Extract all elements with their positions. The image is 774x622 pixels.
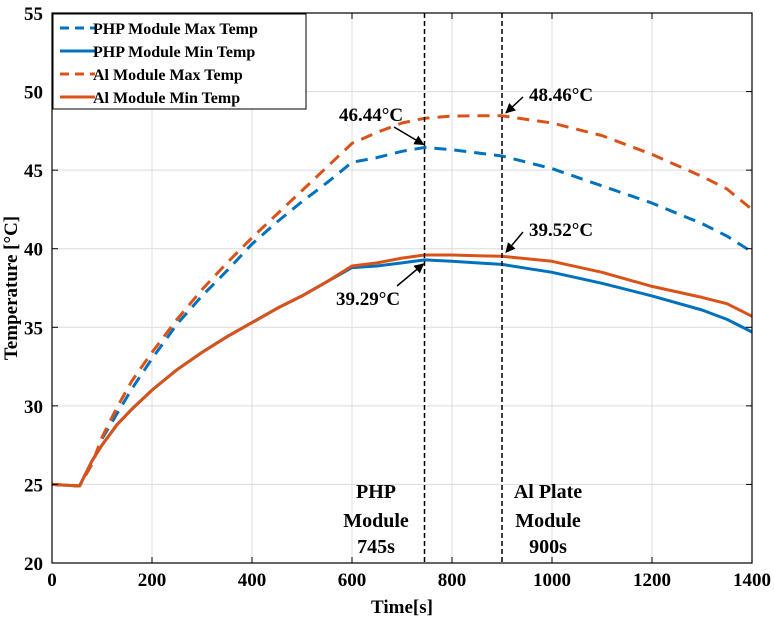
- vertical-marker-label: Module: [343, 510, 409, 532]
- series-line-2: [51, 114, 753, 488]
- x-tick-label: 1200: [633, 570, 671, 591]
- grid: [52, 13, 752, 563]
- x-axis-label: Time[s]: [371, 597, 433, 618]
- legend-box: [52, 13, 307, 110]
- y-tick-label: 55: [24, 4, 43, 25]
- series-line-0: [51, 146, 753, 488]
- x-tick-label: 400: [238, 570, 267, 591]
- legend-entry: Al Module Max Temp: [93, 67, 243, 84]
- y-tick-labels: 20 25 30 35 40 45 50 55: [24, 4, 752, 575]
- x-tick-label: 1000: [533, 570, 571, 591]
- vertical-marker-labels: PHP Module 745s Al Plate Module 900s: [343, 481, 582, 558]
- x-tick-label: 200: [138, 570, 167, 591]
- annotation-arrow: [505, 96, 524, 114]
- vertical-marker-label: 745s: [357, 536, 395, 558]
- y-tick-label: 50: [24, 83, 43, 104]
- x-tick-label: 800: [438, 570, 467, 591]
- y-tick-label: 35: [24, 318, 43, 339]
- y-tick-label: 20: [24, 554, 43, 575]
- x-tick-label: 1400: [733, 570, 771, 591]
- annotation-arrow: [393, 126, 425, 146]
- x-tick-label: 0: [47, 570, 57, 591]
- y-tick-label: 45: [24, 161, 43, 182]
- plot-frame: [51, 12, 753, 564]
- annotation-label: 48.46°C: [529, 85, 593, 106]
- series-line-3: [51, 253, 753, 488]
- annotation-arrow: [505, 231, 524, 254]
- y-axis-label: Temperature [°C]: [1, 216, 22, 360]
- y-tick-label: 40: [24, 240, 43, 261]
- annotation-label: 39.29°C: [336, 289, 400, 310]
- legend: PHP Module Max Temp PHP Module Min Temp Al…: [52, 13, 307, 110]
- annotation-label: 39.52°C: [529, 220, 593, 241]
- annotation-label: 46.44°C: [339, 105, 403, 126]
- vertical-marker-label: Module: [515, 510, 581, 532]
- annotation-arrow: [396, 263, 425, 287]
- legend-entry: Al Module Min Temp: [93, 90, 240, 107]
- vertical-markers: [423, 13, 503, 563]
- x-tick-labels: 0 200 400 600 800 1000 1200 1400: [47, 13, 771, 591]
- annotations: 46.44°C 48.46°C 39.52°C 39.29°C: [336, 85, 593, 310]
- legend-entry: PHP Module Min Temp: [93, 44, 255, 61]
- vertical-marker-label: Al Plate: [514, 481, 582, 503]
- y-tick-label: 30: [24, 397, 43, 418]
- y-tick-label: 25: [24, 475, 43, 496]
- series-lines: [51, 114, 753, 488]
- legend-entry: PHP Module Max Temp: [93, 21, 258, 38]
- x-tick-label: 600: [338, 570, 367, 591]
- vertical-marker-label: PHP: [356, 481, 396, 503]
- vertical-marker-label: 900s: [529, 536, 567, 558]
